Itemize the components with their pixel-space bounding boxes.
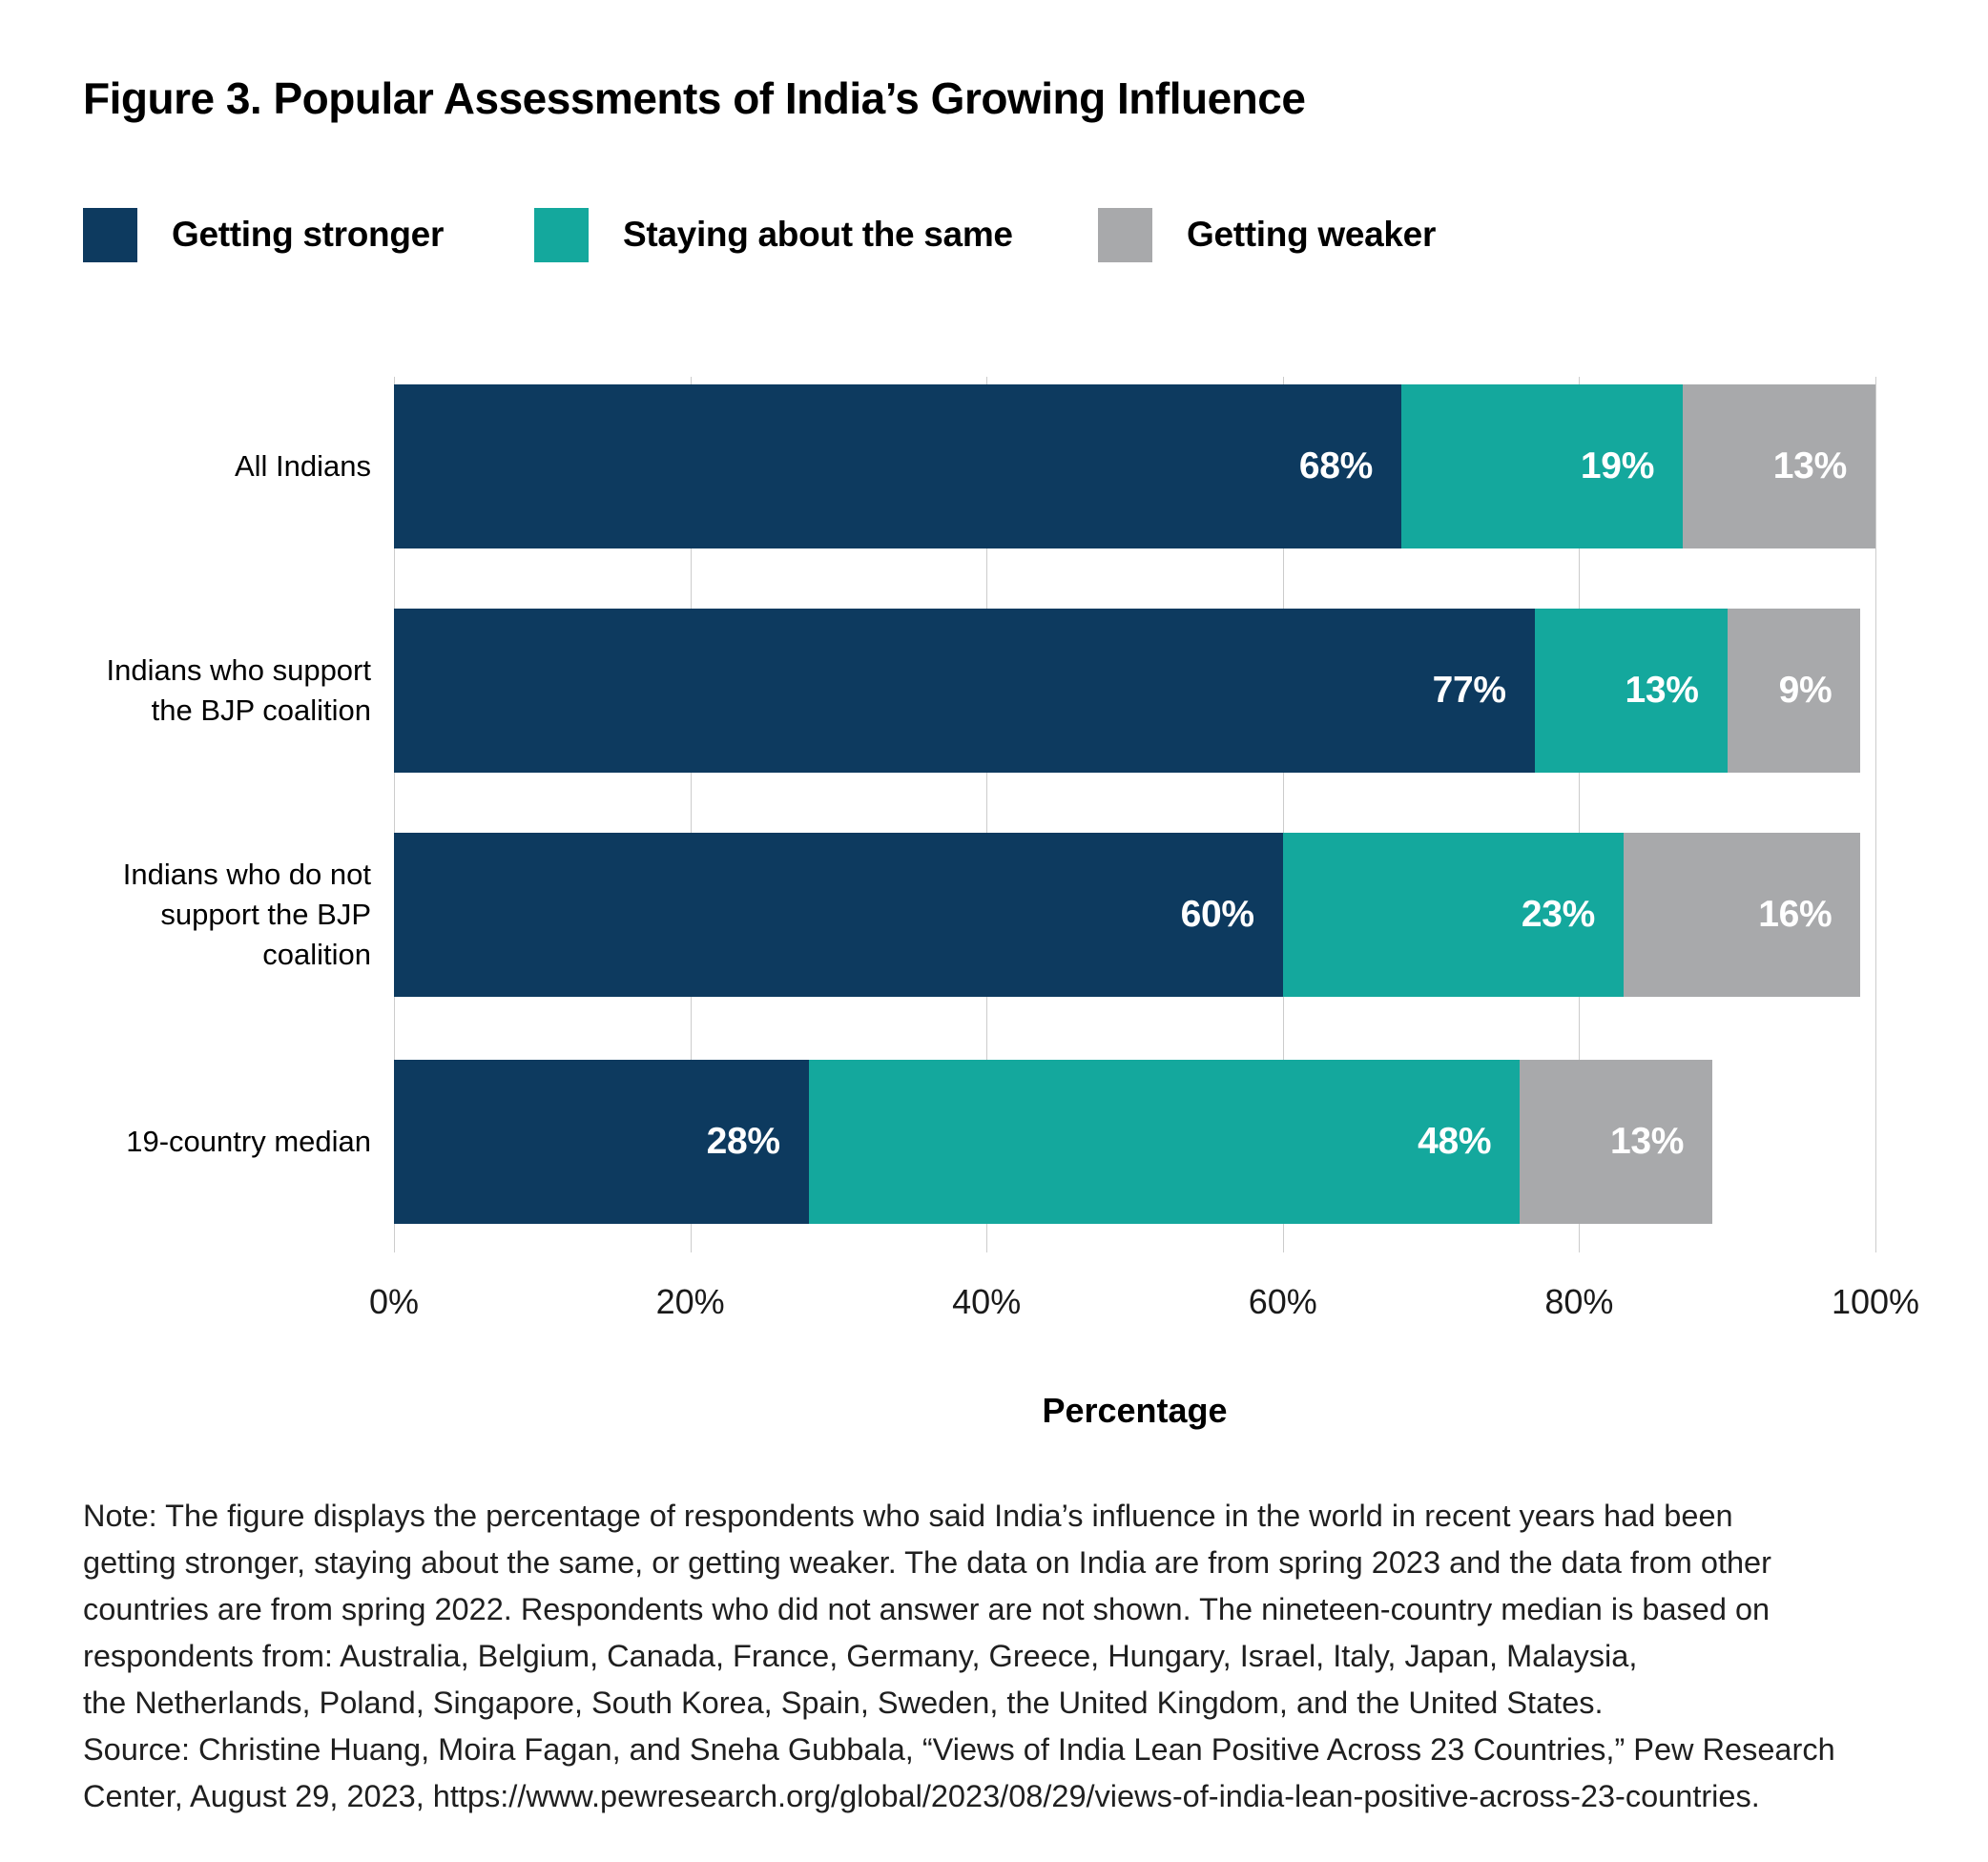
- legend-swatch-staying-same: [534, 207, 589, 262]
- stacked-bar: 28% 48% 13%: [394, 1060, 1875, 1224]
- segment-staying-same: 19%: [1401, 384, 1684, 548]
- category-label-non-bjp-supporters: Indians who do not support the BJP coali…: [122, 858, 371, 971]
- x-tick-20: 20%: [655, 1282, 725, 1321]
- legend-label-getting-weaker: Getting weaker: [1187, 215, 1437, 254]
- legend-item-getting-weaker: Getting weaker: [1098, 207, 1436, 262]
- segment-value-label: 9%: [1778, 670, 1833, 711]
- segment-getting-weaker: 13%: [1520, 1060, 1713, 1224]
- bar-row-non-bjp-supporters: Indians who do not support the BJP coali…: [123, 833, 1875, 997]
- x-tick-40: 40%: [952, 1282, 1022, 1321]
- legend-item-getting-stronger: Getting stronger: [83, 207, 444, 262]
- stacked-bar: 60% 23% 16%: [394, 833, 1875, 997]
- note-line: Note: The figure displays the percentage…: [83, 1499, 1733, 1533]
- segment-value-label: 13%: [1772, 445, 1847, 486]
- segment-getting-weaker: 13%: [1683, 384, 1875, 548]
- legend: Getting stronger Staying about the same …: [83, 207, 1895, 262]
- note-line: respondents from: Australia, Belgium, Ca…: [83, 1639, 1638, 1673]
- segment-staying-same: 48%: [808, 1060, 1521, 1224]
- gridline-20: [690, 377, 692, 1252]
- figure-title: Figure 3. Popular Assessments of India’s…: [83, 73, 1306, 123]
- legend-item-staying-same: Staying about the same: [534, 207, 1013, 262]
- gridline-100: [1875, 377, 1876, 1252]
- bar-row-all-indians: All Indians 68% 19% 13%: [235, 384, 1875, 548]
- gridline-80: [1579, 377, 1581, 1252]
- segment-value-label: 48%: [1418, 1121, 1492, 1162]
- segment-value-label: 77%: [1432, 670, 1506, 711]
- segment-getting-stronger: 60%: [394, 833, 1283, 997]
- bar-row-19-country-median: 19-country median 28% 48% 13%: [126, 1060, 1875, 1224]
- gridline-60: [1282, 377, 1284, 1252]
- segment-getting-stronger: 28%: [394, 1060, 809, 1224]
- segment-staying-same: 13%: [1534, 609, 1728, 773]
- segment-getting-stronger: 68%: [394, 384, 1402, 548]
- stacked-bar: 77% 13% 9%: [394, 609, 1875, 773]
- legend-swatch-getting-stronger: [83, 207, 137, 262]
- segment-value-label: 23%: [1521, 894, 1595, 935]
- x-tick-80: 80%: [1544, 1282, 1614, 1321]
- x-tick-100: 100%: [1831, 1282, 1920, 1321]
- segment-getting-stronger: 77%: [394, 609, 1535, 773]
- segment-staying-same: 23%: [1282, 833, 1624, 997]
- gridline-0: [394, 377, 395, 1252]
- segment-value-label: 28%: [706, 1121, 780, 1162]
- category-label-19-country-median: 19-country median: [126, 1125, 371, 1158]
- x-axis: 0% 20% 40% 60% 80% 100%: [369, 1282, 1919, 1330]
- note-line: countries are from spring 2022. Responde…: [83, 1592, 1771, 1626]
- legend-label-staying-same: Staying about the same: [623, 215, 1013, 254]
- x-axis-title: Percentage: [1042, 1391, 1228, 1430]
- segment-value-label: 13%: [1625, 670, 1699, 711]
- segment-getting-weaker: 9%: [1727, 609, 1861, 773]
- note-line: getting stronger, staying about the same…: [83, 1545, 1771, 1580]
- category-label-bjp-supporters: Indians who support the BJP coalition: [106, 653, 371, 727]
- note-text: Note: The figure displays the percentage…: [83, 1493, 1953, 1820]
- source-line: Source: Christine Huang, Moira Fagan, an…: [83, 1732, 1835, 1767]
- x-tick-0: 0%: [368, 1282, 420, 1321]
- segment-value-label: 19%: [1580, 445, 1655, 486]
- gridline-40: [986, 377, 988, 1252]
- segment-getting-weaker: 16%: [1623, 833, 1861, 997]
- plot-area: All Indians 68% 19% 13% Indians who supp…: [107, 377, 1876, 1252]
- segment-value-label: 16%: [1758, 894, 1833, 935]
- legend-label-getting-stronger: Getting stronger: [172, 215, 445, 254]
- segment-value-label: 13%: [1609, 1121, 1685, 1162]
- legend-swatch-getting-weaker: [1098, 207, 1152, 262]
- category-label-all-indians: All Indians: [234, 449, 371, 483]
- segment-value-label: 68%: [1298, 445, 1374, 486]
- bar-row-bjp-supporters: Indians who support the BJP coalition 77…: [107, 609, 1875, 773]
- source-line: Center, August 29, 2023, https://www.pew…: [83, 1779, 1760, 1813]
- note-line: the Netherlands, Poland, Singapore, Sout…: [83, 1686, 1604, 1720]
- x-tick-60: 60%: [1248, 1282, 1317, 1321]
- stacked-bar: 68% 19% 13%: [394, 384, 1875, 548]
- segment-value-label: 60%: [1180, 894, 1254, 935]
